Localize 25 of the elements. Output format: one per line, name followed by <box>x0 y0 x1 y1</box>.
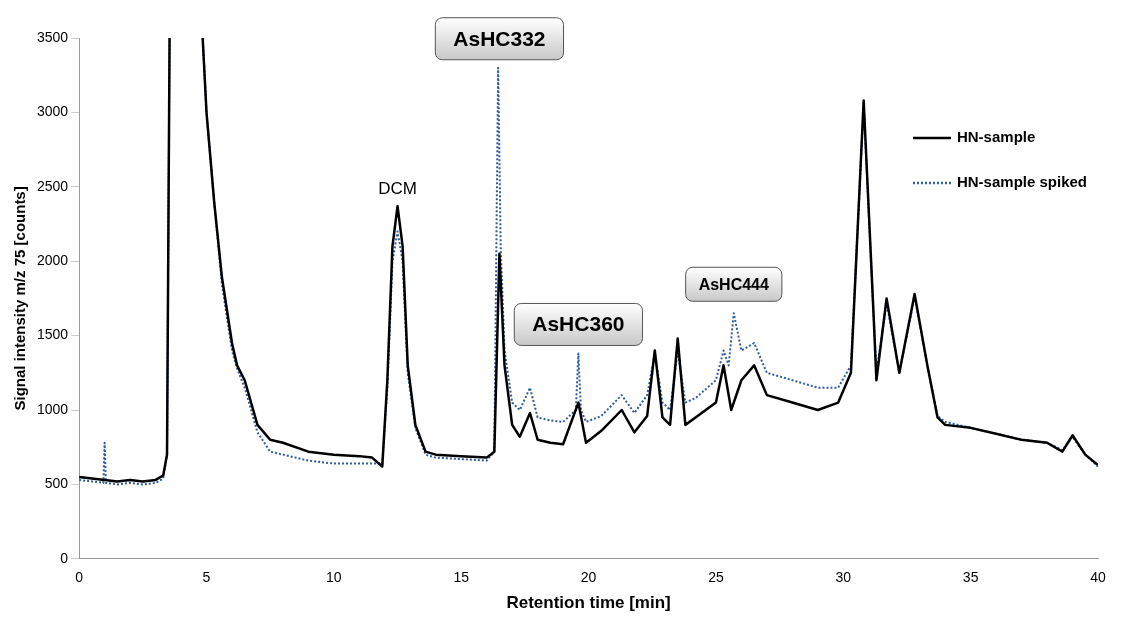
y-tick-label: 1000 <box>36 400 69 417</box>
y-tick-label: 1500 <box>36 326 69 343</box>
annotation: AsHC360 <box>532 312 625 336</box>
x-tick-label: 25 <box>708 569 724 586</box>
legend-label: HN-sample <box>956 128 1036 146</box>
y-tick-label: 3000 <box>36 103 69 120</box>
x-tick-label: 20 <box>580 569 597 586</box>
y-tick-label: 500 <box>44 475 69 492</box>
y-axis-title: Signal intensity m/z 75 [counts] <box>11 186 29 411</box>
annotation: DCM <box>378 179 417 199</box>
x-tick-label: 0 <box>75 569 84 586</box>
y-tick-label: 3500 <box>36 28 69 45</box>
annotation: AsHC332 <box>453 26 546 50</box>
x-axis-title: Retention time [min] <box>506 593 671 613</box>
x-tick-label: 40 <box>1090 569 1106 586</box>
y-tick-label: 2000 <box>36 252 69 269</box>
x-tick-label: 5 <box>202 569 211 586</box>
x-tick-label: 30 <box>835 569 852 586</box>
y-tick-label: 2500 <box>36 177 69 194</box>
legend-label: HN-sample spiked <box>956 173 1088 191</box>
x-tick-label: 15 <box>453 569 470 586</box>
annotation: AsHC444 <box>698 275 769 293</box>
x-tick-label: 10 <box>326 569 342 586</box>
y-tick-label: 0 <box>60 549 69 566</box>
x-tick-label: 35 <box>962 569 979 586</box>
